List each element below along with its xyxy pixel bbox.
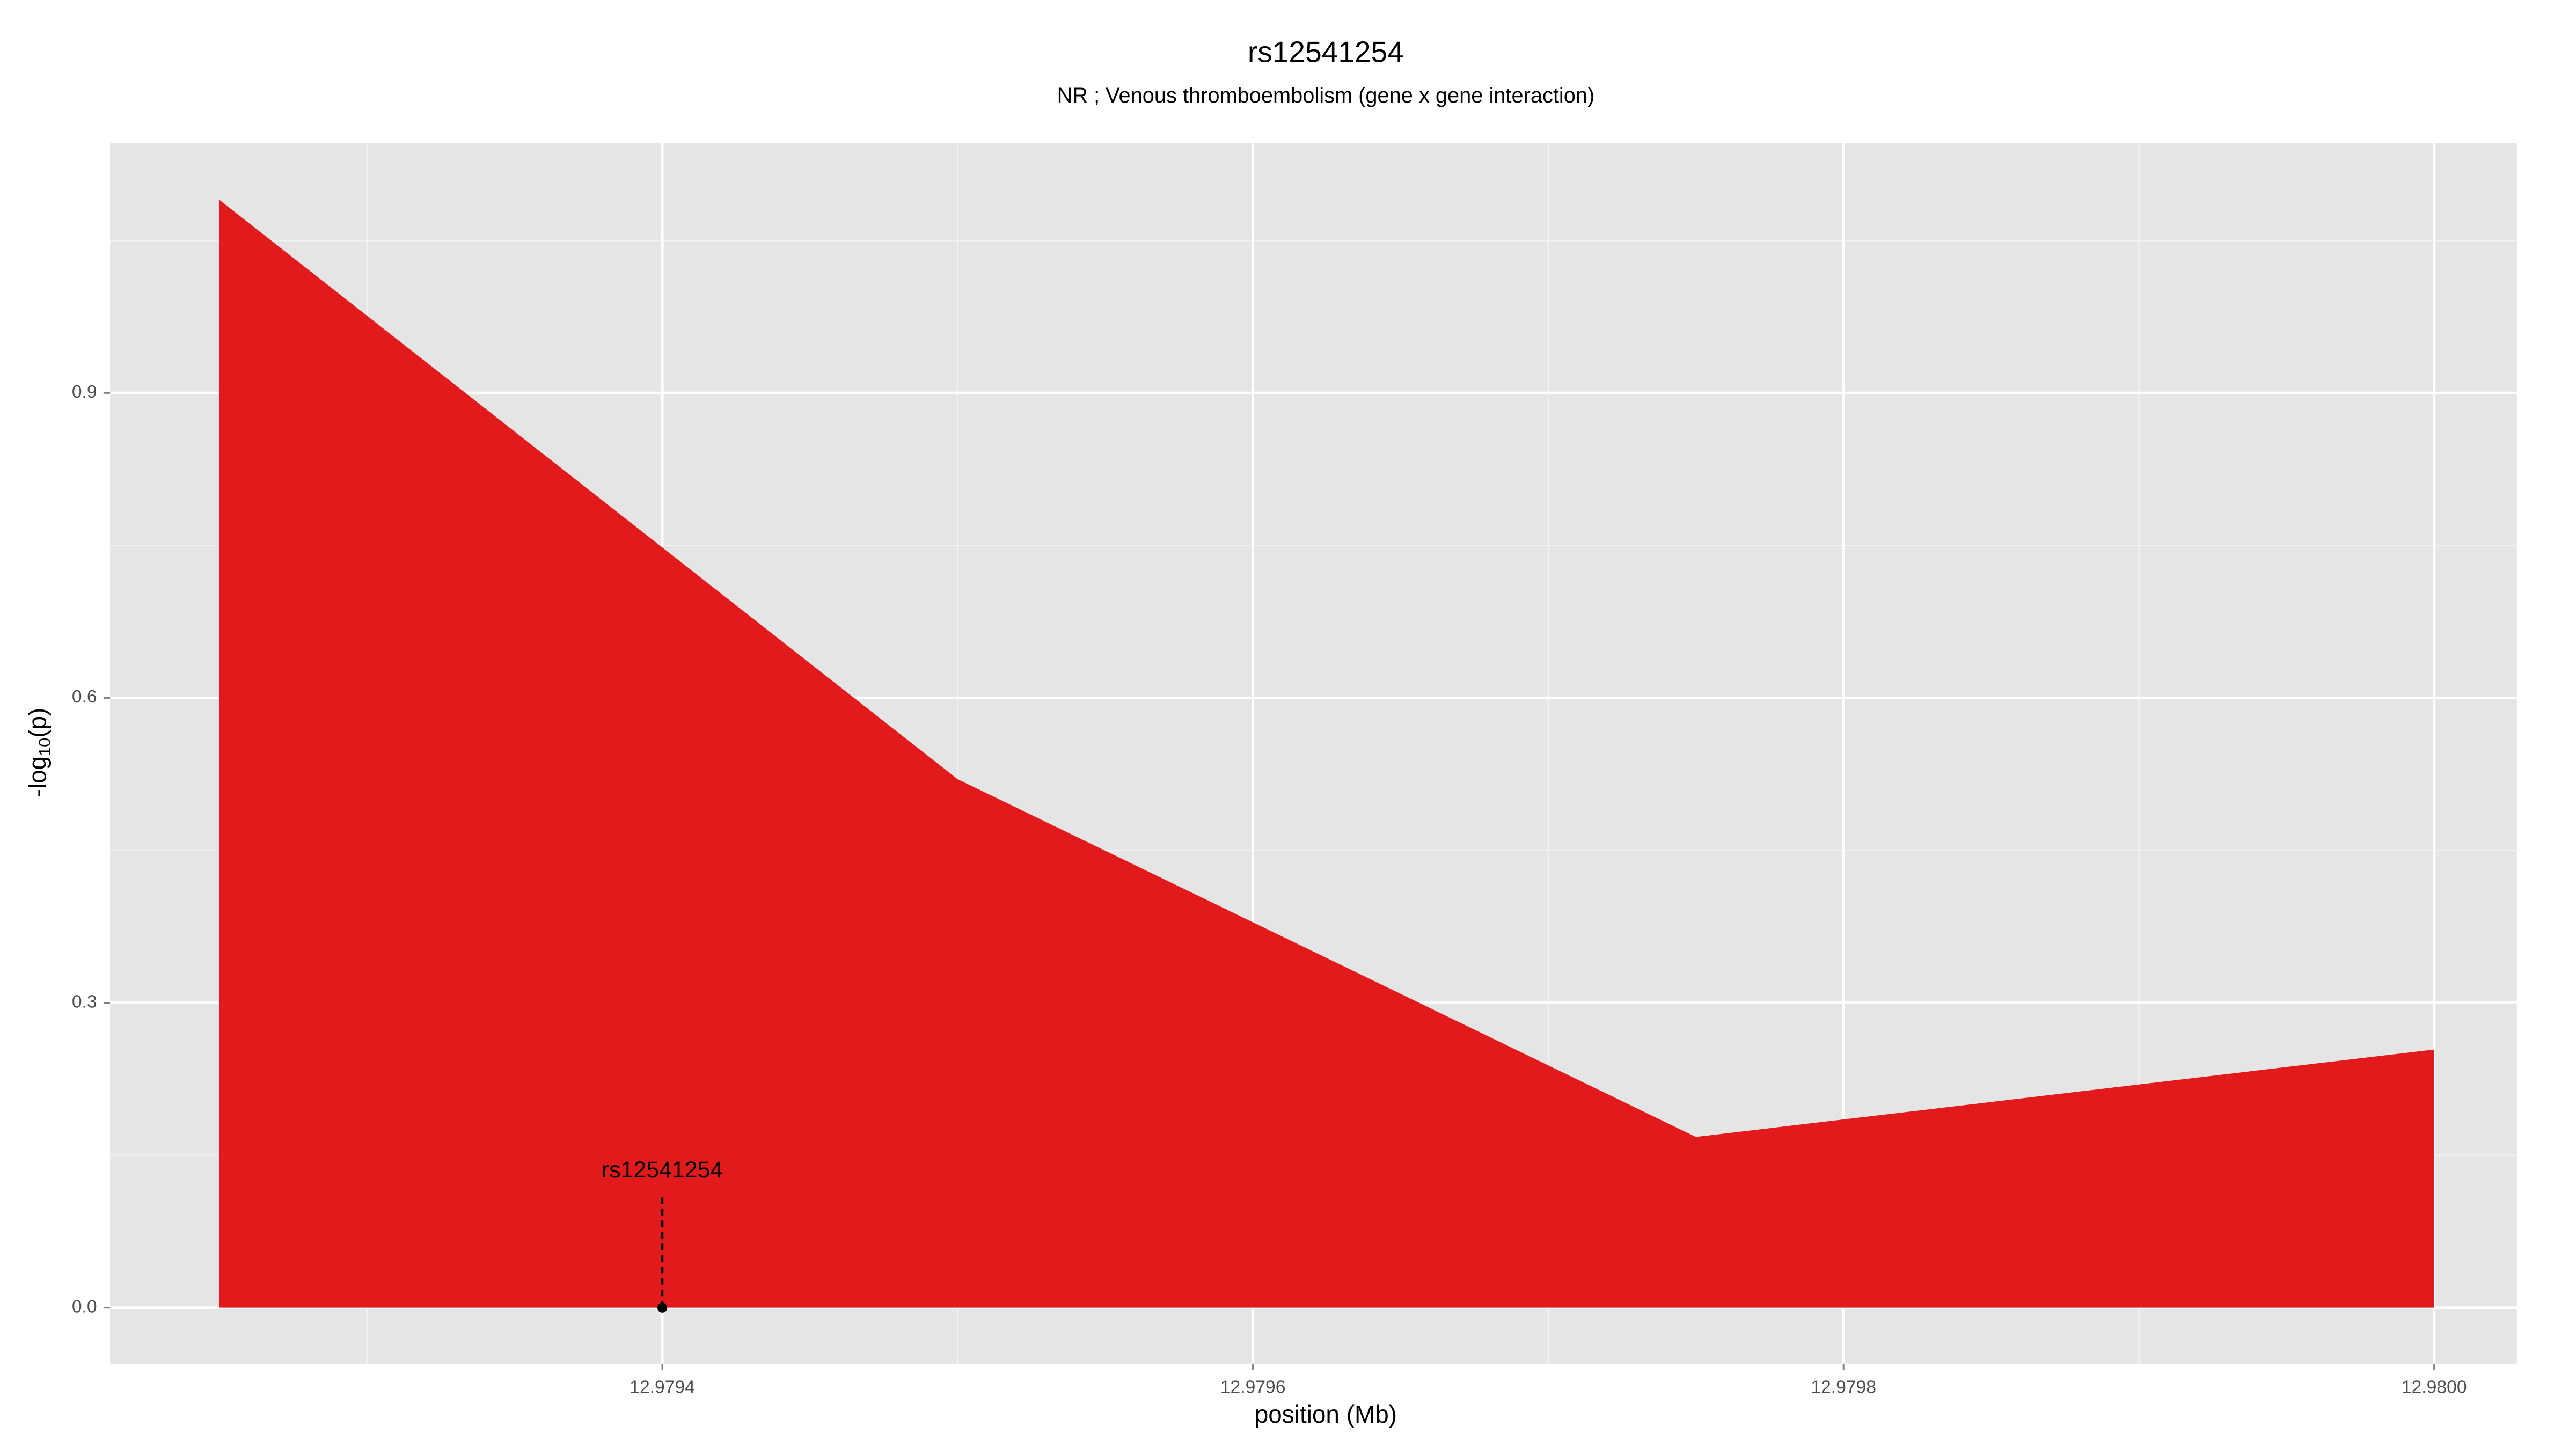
y-tick-label: 0.0 xyxy=(72,1297,97,1317)
y-label-part: (p) xyxy=(24,708,52,738)
x-tick-label: 12.9798 xyxy=(1811,1378,1876,1397)
area xyxy=(219,200,2434,1308)
marks: rs12541254 xyxy=(219,200,2434,1313)
x-tick-label: 12.9794 xyxy=(630,1378,695,1397)
y-axis-label: -log10(p) xyxy=(24,708,54,797)
y-tick-label: 0.3 xyxy=(72,992,97,1012)
annotation-label: rs12541254 xyxy=(602,1157,723,1183)
x-axis-label: position (Mb) xyxy=(1255,1400,1397,1428)
annotation-point xyxy=(657,1302,668,1313)
y-label-sub: 10 xyxy=(36,738,54,756)
x-tick-label: 12.9796 xyxy=(1220,1378,1286,1397)
chart-subtitle: NR ; Venous thromboembolism (gene x gene… xyxy=(1057,84,1595,107)
y-label-part: -log xyxy=(24,756,52,797)
y-tick-label: 0.6 xyxy=(72,687,97,707)
chart-title: rs12541254 xyxy=(1248,35,1404,69)
x-tick-label: 12.9800 xyxy=(2402,1378,2467,1397)
y-tick-label: 0.9 xyxy=(72,382,97,402)
